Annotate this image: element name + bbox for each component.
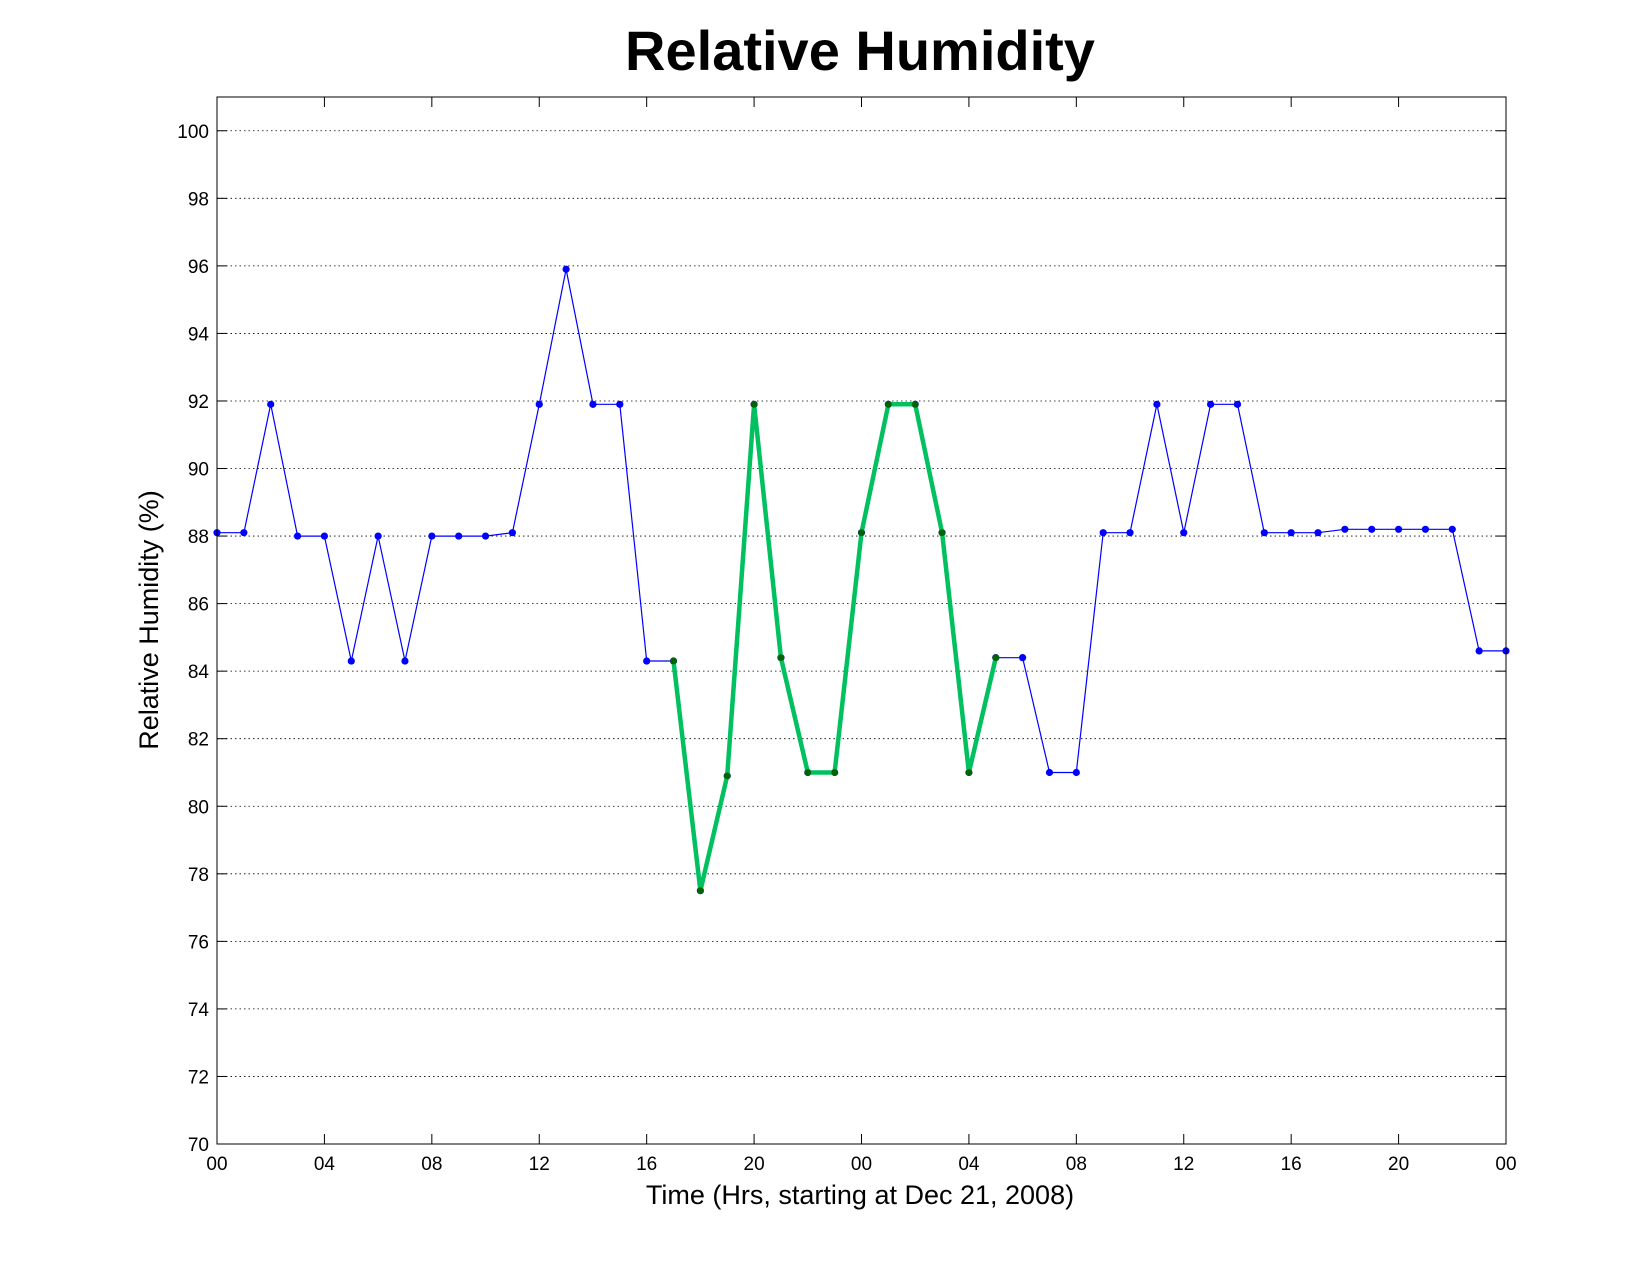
data-point bbox=[1045, 768, 1054, 777]
data-point bbox=[508, 529, 516, 537]
data-point bbox=[535, 400, 543, 408]
data-point bbox=[428, 532, 436, 540]
data-point bbox=[804, 769, 812, 776]
data-point bbox=[267, 400, 275, 408]
y-tick-label: 82 bbox=[188, 730, 209, 751]
data-point bbox=[696, 887, 704, 895]
data-point bbox=[616, 400, 624, 408]
x-tick-label: 16 bbox=[636, 1154, 657, 1175]
y-tick-label: 78 bbox=[188, 865, 209, 886]
x-tick-label: 00 bbox=[851, 1154, 872, 1175]
data-point bbox=[1341, 525, 1349, 533]
x-tick-label: 04 bbox=[314, 1154, 336, 1175]
x-tick-label: 16 bbox=[1281, 1154, 1302, 1175]
x-axis-label: Time (Hrs, starting at Dec 21, 2008) bbox=[646, 1180, 1074, 1210]
y-tick-label: 80 bbox=[188, 797, 209, 818]
series-line-1 bbox=[217, 268, 1506, 892]
y-tick-label: 90 bbox=[188, 460, 209, 481]
data-point bbox=[831, 769, 839, 776]
data-point bbox=[1394, 525, 1403, 533]
data-point bbox=[1260, 529, 1268, 537]
data-point bbox=[1019, 654, 1027, 662]
data-point bbox=[723, 772, 731, 780]
data-point bbox=[1368, 525, 1376, 533]
data-point bbox=[643, 657, 651, 665]
data-point bbox=[884, 400, 892, 408]
data-point bbox=[777, 654, 785, 662]
data-point bbox=[1099, 529, 1107, 537]
data-point bbox=[293, 532, 302, 540]
y-tick-label: 86 bbox=[188, 595, 209, 616]
data-point bbox=[401, 657, 409, 665]
y-tick-label: 88 bbox=[188, 527, 209, 548]
x-tick-label: 12 bbox=[529, 1154, 550, 1175]
y-tick-label: 84 bbox=[188, 662, 210, 683]
plot-frame bbox=[216, 96, 1507, 1145]
data-point bbox=[1126, 529, 1134, 537]
x-tick-label: 00 bbox=[206, 1154, 227, 1175]
x-tick-label: 08 bbox=[1066, 1154, 1087, 1175]
y-tick-label: 74 bbox=[188, 1000, 210, 1021]
y-tick-label: 100 bbox=[177, 122, 209, 143]
y-tick-label: 96 bbox=[188, 257, 209, 278]
y-tick-label: 92 bbox=[188, 392, 209, 413]
x-tick-label: 20 bbox=[1388, 1154, 1409, 1175]
data-point bbox=[562, 265, 570, 273]
data-point bbox=[1314, 529, 1322, 537]
y-tick-label: 76 bbox=[188, 932, 209, 953]
series-line-2 bbox=[671, 402, 998, 893]
data-point bbox=[858, 529, 865, 537]
data-point bbox=[1287, 529, 1295, 537]
data-point bbox=[455, 532, 463, 540]
axis-ticks: 70 72 74 76 78 80 82 84 86 88 90 92 94 96 98 100 00 04 08 1… bbox=[177, 97, 1517, 1175]
data-point bbox=[1072, 768, 1080, 777]
x-tick-label: 08 bbox=[421, 1154, 442, 1175]
data-point bbox=[1180, 529, 1188, 537]
x-tick-label: 00 bbox=[1495, 1154, 1516, 1175]
data-point bbox=[347, 657, 355, 665]
data-point bbox=[670, 657, 677, 665]
data-point bbox=[1233, 400, 1242, 408]
x-tick-label: 12 bbox=[1173, 1154, 1194, 1175]
data-point bbox=[992, 654, 1000, 662]
data-point bbox=[1153, 400, 1161, 408]
data-point bbox=[750, 400, 758, 408]
chart-title: Relative Humidity bbox=[625, 19, 1095, 82]
data-point bbox=[965, 769, 973, 776]
x-tick-label: 20 bbox=[744, 1154, 765, 1175]
y-axis-label: Relative Humidity (%) bbox=[134, 490, 164, 750]
plot-area bbox=[213, 265, 1510, 895]
data-point bbox=[374, 532, 382, 540]
data-point bbox=[938, 529, 946, 537]
y-tick-label: 72 bbox=[188, 1067, 209, 1088]
x-tick-label: 04 bbox=[958, 1154, 980, 1175]
data-point bbox=[1475, 647, 1483, 655]
y-tick-label: 70 bbox=[188, 1135, 209, 1156]
data-point bbox=[320, 532, 329, 540]
y-tick-label: 94 bbox=[188, 324, 210, 345]
data-point bbox=[1421, 525, 1430, 533]
data-point bbox=[1448, 525, 1456, 533]
data-point bbox=[240, 529, 248, 537]
y-tick-label: 98 bbox=[188, 189, 209, 210]
data-point bbox=[589, 400, 597, 408]
data-point bbox=[481, 532, 490, 540]
data-point bbox=[911, 400, 919, 408]
data-point bbox=[1207, 400, 1215, 408]
